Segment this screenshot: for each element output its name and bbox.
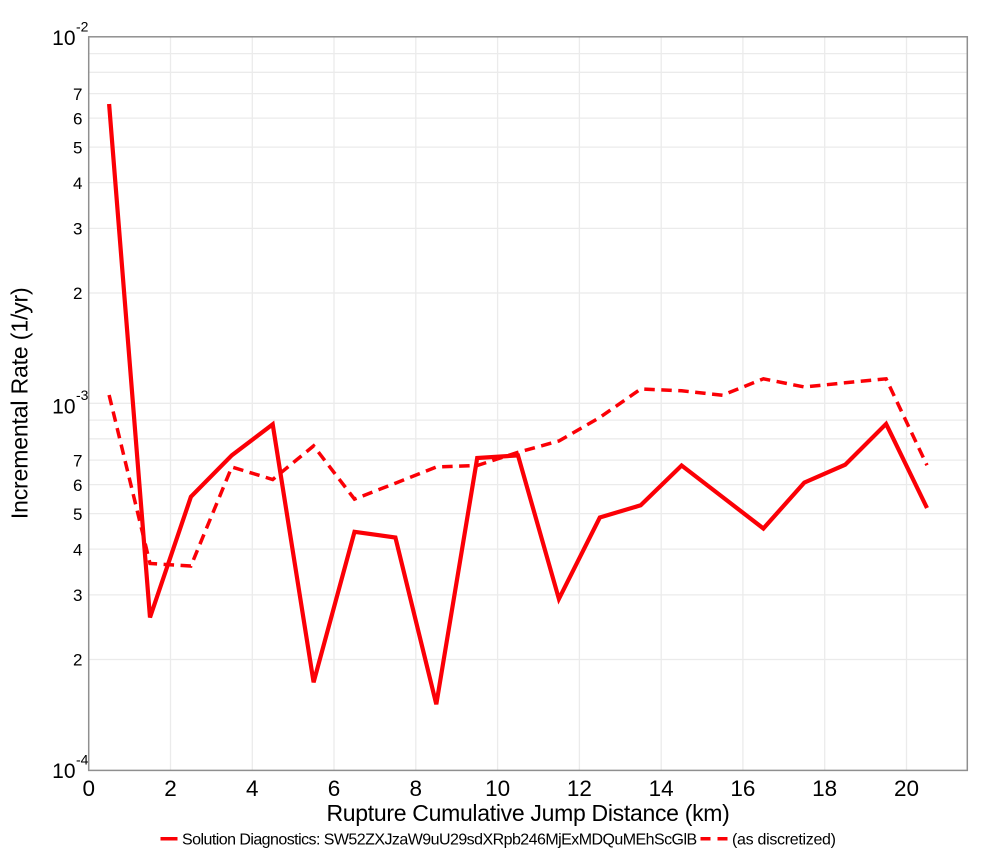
svg-text:(as discretized): (as discretized) <box>732 831 836 848</box>
svg-text:6: 6 <box>73 109 82 128</box>
svg-text:7: 7 <box>73 85 82 104</box>
svg-text:2: 2 <box>73 284 82 303</box>
svg-text:20: 20 <box>894 776 919 801</box>
svg-text:16: 16 <box>730 776 755 801</box>
svg-text:2: 2 <box>73 651 82 670</box>
svg-text:14: 14 <box>649 776 674 801</box>
svg-text:4: 4 <box>246 776 259 801</box>
svg-text:-2: -2 <box>76 19 89 35</box>
svg-text:Rupture Cumulative Jump Distan: Rupture Cumulative Jump Distance (km) <box>326 800 729 826</box>
svg-text:Incremental Rate (1/yr): Incremental Rate (1/yr) <box>7 287 33 519</box>
svg-text:0: 0 <box>82 776 95 801</box>
svg-text:10: 10 <box>52 27 75 50</box>
svg-text:7: 7 <box>73 451 82 470</box>
svg-text:6: 6 <box>328 776 341 801</box>
svg-text:10: 10 <box>485 776 510 801</box>
svg-text:-4: -4 <box>76 752 89 768</box>
svg-text:10: 10 <box>52 760 75 783</box>
svg-text:4: 4 <box>73 174 82 193</box>
svg-text:5: 5 <box>73 138 82 157</box>
svg-text:6: 6 <box>73 476 82 495</box>
svg-text:18: 18 <box>812 776 837 801</box>
svg-text:3: 3 <box>73 586 82 605</box>
svg-text:10: 10 <box>52 396 75 419</box>
svg-text:-3: -3 <box>76 387 89 403</box>
svg-text:5: 5 <box>73 505 82 524</box>
svg-text:3: 3 <box>73 220 82 239</box>
svg-text:4: 4 <box>73 540 82 559</box>
svg-text:Solution Diagnostics: SW52ZXJz: Solution Diagnostics: SW52ZXJzaW9uU29sdX… <box>182 831 697 848</box>
svg-text:8: 8 <box>410 776 423 801</box>
svg-text:12: 12 <box>567 776 592 801</box>
svg-text:2: 2 <box>164 776 177 801</box>
